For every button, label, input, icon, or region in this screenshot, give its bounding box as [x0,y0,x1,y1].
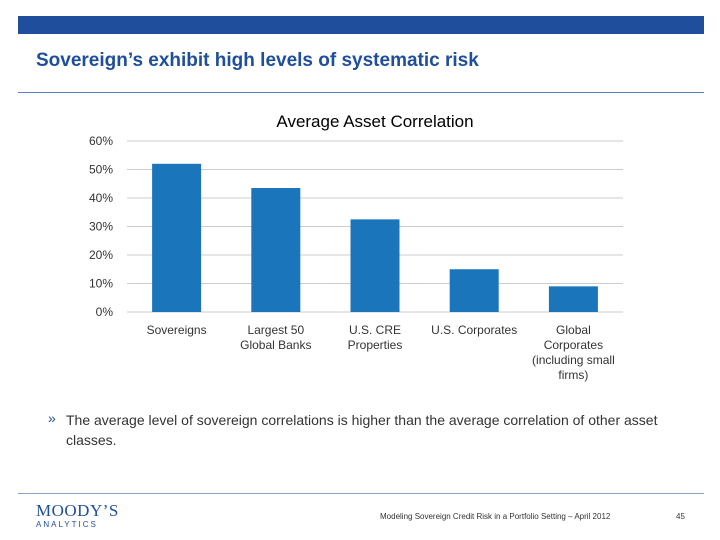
x-tick-label-line: Global Banks [240,338,311,352]
bar-chart: Average Asset Correlation 0% 10% 20% 30% 40% 5… [60,100,640,395]
x-tick-label: U.S. Corporates [431,323,517,337]
y-tick-label: 40% [89,191,113,205]
moodys-analytics-logo: MOODY’S ANALYTICS [36,502,119,529]
x-tick-label-line: firms) [558,368,588,382]
y-tick-label: 20% [89,248,113,262]
page-number: 45 [676,512,685,521]
x-tick-label-line: (including small [532,353,615,367]
y-tick-label: 60% [89,134,113,148]
x-tick-label: U.S. CRE Properties [348,323,403,352]
y-tick-label: 50% [89,163,113,177]
bar [450,269,499,312]
x-tick-label: Sovereigns [147,323,207,337]
x-tick-label-line: Largest 50 [247,323,304,337]
bar [549,286,598,312]
top-brand-bar [18,16,704,34]
logo-subtitle: ANALYTICS [36,520,119,529]
x-tick-label: Global Corporates (including small firms) [532,323,615,382]
y-tick-label: 30% [89,220,113,234]
slide-title: Sovereign’s exhibit high levels of syste… [36,50,479,72]
footer-divider [18,493,704,494]
title-divider [18,92,704,93]
chart-title: Average Asset Correlation [276,112,473,131]
x-tick-label-line: Sovereigns [147,323,207,337]
x-tick-label-line: U.S. CRE [349,323,401,337]
bar [152,164,201,312]
bullet-text: The average level of sovereign correlati… [66,410,688,450]
x-tick-label-line: Corporates [544,338,603,352]
bar [251,188,300,312]
logo-name: MOODY’S [36,502,119,520]
x-tick-label: Largest 50 Global Banks [240,323,311,352]
y-tick-label: 0% [96,305,114,319]
footer-text: Modeling Sovereign Credit Risk in a Port… [380,512,610,521]
y-tick-label: 10% [89,277,113,291]
x-tick-label-line: Global [556,323,591,337]
x-tick-label-line: Properties [348,338,403,352]
bar [351,219,400,312]
bullet-point: » The average level of sovereign correla… [48,410,688,450]
x-tick-label-line: U.S. Corporates [431,323,517,337]
bullet-marker-icon: » [48,410,56,426]
